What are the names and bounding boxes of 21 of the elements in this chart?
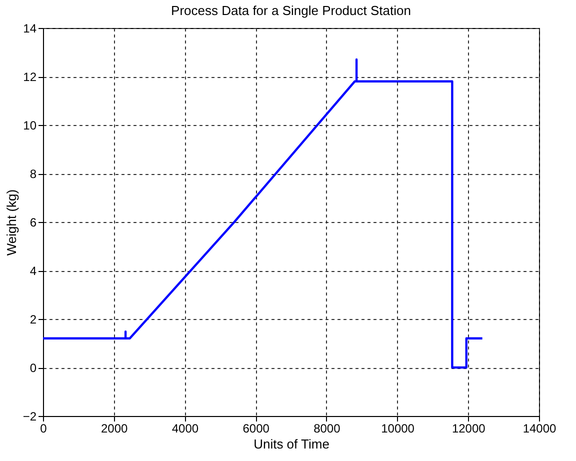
y-tick-label: 0 bbox=[30, 361, 37, 375]
y-tick-label: 8 bbox=[30, 167, 37, 181]
y-tick-label: 2 bbox=[30, 312, 37, 326]
y-tick-label: 4 bbox=[30, 264, 37, 278]
x-tick-label: 10000 bbox=[381, 422, 415, 436]
x-tick-label: 6000 bbox=[242, 422, 270, 436]
x-tick-label: 12000 bbox=[452, 422, 486, 436]
x-axis-title: Units of Time bbox=[254, 436, 330, 452]
x-tick-label: 4000 bbox=[172, 422, 199, 436]
line-series bbox=[42, 58, 484, 369]
chart-title: Process Data for a Single Product Station bbox=[171, 3, 411, 18]
x-tick-label: 8000 bbox=[314, 422, 341, 436]
y-tick-label: 10 bbox=[23, 118, 37, 132]
y-tick-label: −2 bbox=[22, 410, 37, 424]
y-axis-title: Weight (kg) bbox=[4, 189, 19, 256]
y-tick-label: 12 bbox=[23, 70, 37, 84]
y-tick-label: 6 bbox=[30, 216, 37, 230]
y-tick-label: 14 bbox=[23, 22, 37, 36]
x-tick-label: 0 bbox=[40, 422, 48, 436]
x-tick-label: 2000 bbox=[101, 422, 128, 436]
x-tick-label: 14000 bbox=[522, 422, 557, 436]
